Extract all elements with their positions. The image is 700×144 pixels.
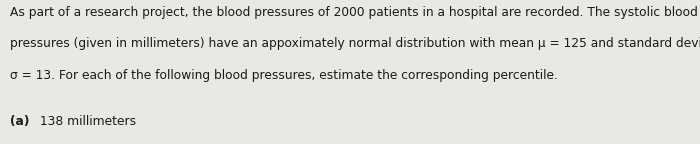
Text: pressures (given in millimeters) have an appoximately normal distribution with m: pressures (given in millimeters) have an… [10,37,700,50]
Text: (a): (a) [10,115,29,128]
Text: As part of a research project, the blood pressures of 2000 patients in a hospita: As part of a research project, the blood… [10,6,698,19]
Text: σ = 13. For each of the following blood pressures, estimate the corresponding pe: σ = 13. For each of the following blood … [10,69,558,82]
Text: 138 millimeters: 138 millimeters [36,115,136,128]
